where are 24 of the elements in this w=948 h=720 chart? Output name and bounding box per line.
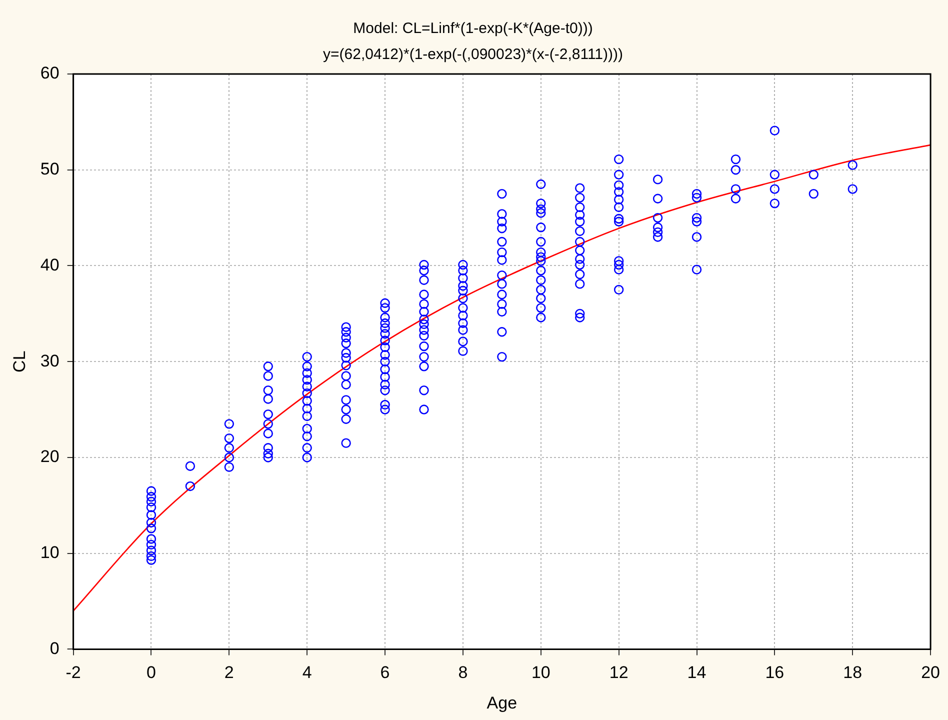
- y-tick-label: 10: [40, 543, 60, 562]
- y-tick-label: 0: [50, 638, 60, 658]
- y-axis-title: CL: [10, 350, 29, 372]
- x-tick-label: 16: [765, 663, 784, 682]
- line-series: [73, 144, 931, 612]
- x-tick-label: -2: [66, 663, 81, 682]
- x-tick-label: 4: [302, 663, 312, 682]
- y-tick-label: 60: [40, 64, 60, 83]
- x-tick-label: 0: [146, 663, 156, 682]
- chart-subtitle: y=(62,0412)*(1-exp(-(,090023)*(x-(-2,8111)))): [323, 46, 623, 64]
- y-tick-label: 30: [40, 351, 60, 370]
- y-tick-label: 40: [40, 255, 60, 274]
- chart-title: Model: CL=Linf*(1-exp(-K*(Age-t0))): [353, 20, 593, 38]
- x-tick-label: 14: [687, 663, 706, 682]
- x-tick-label: 20: [921, 663, 940, 682]
- y-tick-label: 20: [40, 447, 60, 466]
- x-axis-title: Age: [486, 693, 518, 712]
- x-tick-label: 12: [609, 663, 628, 682]
- x-tick-label: 6: [380, 663, 390, 682]
- x-tick-label: 2: [224, 663, 234, 682]
- y-tick-label: 50: [40, 160, 60, 179]
- x-tick-label: 18: [843, 663, 862, 682]
- x-tick-label: 10: [531, 663, 550, 682]
- x-tick-label: 8: [458, 663, 468, 682]
